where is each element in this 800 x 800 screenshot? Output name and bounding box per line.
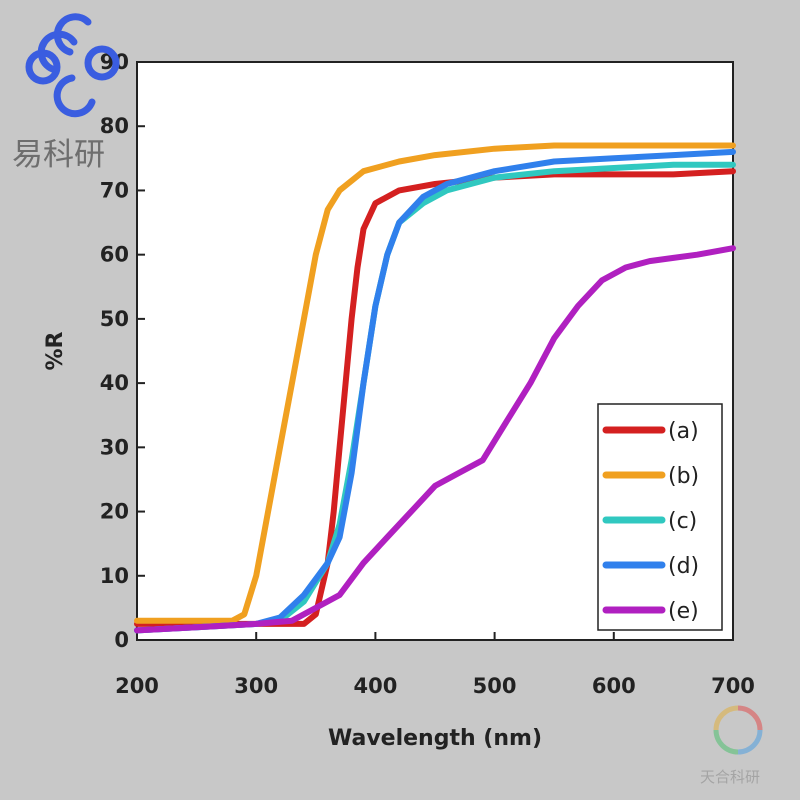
- x-tick-label: 600: [592, 674, 636, 698]
- x-tick-label: 700: [711, 674, 755, 698]
- swirl-icon: [713, 705, 763, 755]
- y-tick-label: 40: [100, 371, 129, 395]
- legend-label: (d): [668, 554, 699, 579]
- y-tick-label: 30: [100, 435, 129, 459]
- series-line-d: [134, 148, 736, 634]
- y-tick-label: 10: [100, 564, 129, 588]
- series-layer: [134, 142, 736, 634]
- corner-watermark: 天合科研: [700, 705, 763, 786]
- legend-label: (b): [668, 464, 699, 489]
- corner-watermark-text: 天合科研: [700, 768, 760, 786]
- legend: (a) (b) (c) (d) (e): [597, 403, 723, 631]
- y-tick-label: 50: [100, 307, 129, 331]
- y-tick-label: 60: [100, 243, 129, 267]
- logo-mark-icon: [25, 13, 120, 118]
- x-tick-label: 300: [234, 674, 278, 698]
- y-tick-label: 20: [100, 500, 129, 524]
- x-tick-label: 400: [353, 674, 397, 698]
- logo-watermark: 易科研: [12, 13, 120, 173]
- y-tick-label: 70: [100, 178, 129, 202]
- y-tick-label: 0: [114, 628, 129, 652]
- legend-label: (a): [668, 419, 699, 444]
- y-axis-title: %R: [43, 331, 68, 370]
- logo-watermark-text: 易科研: [12, 137, 105, 173]
- legend-label: (e): [668, 599, 699, 624]
- x-tick-label: 200: [115, 674, 159, 698]
- x-axis-title: Wavelength (nm): [328, 726, 542, 751]
- x-axis-ticks: 200 300 400 500 600 700: [115, 632, 755, 698]
- legend-label: (c): [668, 509, 697, 534]
- x-tick-label: 500: [473, 674, 517, 698]
- series-line-e: [134, 245, 736, 634]
- y-tick-label: 80: [100, 114, 129, 138]
- series-line-b: [134, 142, 736, 624]
- legend-items: (a) (b) (c) (d) (e): [602, 419, 699, 624]
